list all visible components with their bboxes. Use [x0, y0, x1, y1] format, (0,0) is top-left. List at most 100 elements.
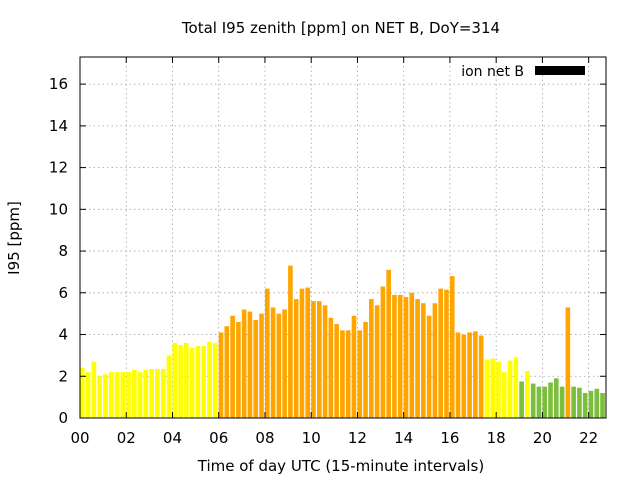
- bar: [571, 386, 576, 418]
- y-tick-label: 2: [58, 367, 68, 385]
- x-tick-label: 20: [533, 429, 552, 447]
- bar: [438, 288, 443, 418]
- y-tick-label: 12: [49, 159, 68, 177]
- y-tick-label: 16: [49, 75, 68, 93]
- x-tick-label: 22: [579, 429, 598, 447]
- bar: [380, 286, 386, 418]
- bar: [536, 386, 542, 418]
- bar: [334, 324, 339, 418]
- y-tick-label: 0: [58, 409, 68, 427]
- x-tick-label: 16: [440, 429, 459, 447]
- bar: [478, 335, 484, 418]
- bar: [195, 346, 201, 418]
- bar: [577, 387, 582, 418]
- bar: [461, 334, 467, 418]
- bar: [582, 392, 588, 418]
- bar: [201, 346, 207, 418]
- bars: [80, 265, 605, 418]
- x-tick-label: 18: [487, 429, 506, 447]
- bar: [426, 315, 432, 418]
- bar: [565, 307, 571, 418]
- bar: [172, 342, 178, 418]
- bar: [305, 287, 311, 418]
- bar: [340, 330, 345, 418]
- y-tick-label: 4: [58, 326, 68, 344]
- bar: [108, 372, 114, 418]
- bar: [501, 372, 507, 418]
- y-tick-label: 6: [58, 284, 68, 302]
- y-axis-label: I95 [ppm]: [5, 201, 23, 275]
- bar: [155, 368, 160, 418]
- bar: [594, 388, 600, 418]
- bar: [588, 390, 594, 418]
- plot-frame: [79, 56, 607, 419]
- bar: [166, 355, 172, 418]
- bar: [160, 368, 166, 418]
- x-tick-label: 04: [163, 429, 182, 447]
- bar: [120, 372, 126, 418]
- y-tick-label: 14: [49, 117, 68, 135]
- bar: [103, 374, 108, 418]
- bar: [97, 376, 102, 418]
- bar: [559, 386, 565, 418]
- bar: [513, 357, 519, 418]
- bar: [374, 305, 380, 418]
- bar: [299, 288, 305, 418]
- bar: [484, 359, 490, 418]
- bar: [432, 303, 438, 418]
- bar: [600, 392, 605, 418]
- bar: [363, 322, 368, 418]
- bar: [553, 378, 559, 418]
- bar: [415, 299, 420, 418]
- bar: [490, 358, 496, 418]
- bar: [282, 309, 287, 418]
- bar: [525, 371, 530, 418]
- bar: [91, 361, 97, 418]
- bar: [397, 294, 403, 418]
- bar: [507, 360, 513, 418]
- bar: [369, 299, 374, 418]
- bar: [444, 289, 449, 418]
- bar: [288, 265, 293, 418]
- x-tick-label: 06: [209, 429, 228, 447]
- bar: [519, 381, 524, 418]
- x-tick-label: 00: [70, 429, 89, 447]
- x-tick-label: 14: [394, 429, 413, 447]
- bar: [328, 317, 334, 418]
- bar: [409, 292, 415, 418]
- bar: [236, 322, 241, 418]
- bar: [322, 305, 328, 418]
- bar: [189, 348, 195, 418]
- bar: [542, 386, 548, 418]
- bar: [178, 344, 183, 418]
- grid: [80, 57, 606, 418]
- bar: [392, 294, 397, 418]
- bar: [253, 319, 259, 418]
- bar: [132, 370, 137, 418]
- bar: [212, 342, 218, 418]
- bar: [230, 315, 235, 418]
- y-tick-label: 8: [58, 242, 68, 260]
- bar: [530, 383, 536, 418]
- bar: [455, 332, 461, 418]
- bar: [548, 382, 553, 418]
- bar: [264, 288, 270, 418]
- bar: [276, 313, 282, 418]
- bar: [316, 301, 322, 418]
- bar: [149, 368, 154, 418]
- chart-title: Total I95 zenith [ppm] on NET B, DoY=314: [181, 19, 500, 37]
- bar: [311, 301, 316, 418]
- bar: [403, 296, 409, 418]
- bar: [467, 332, 472, 418]
- bar: [259, 313, 264, 418]
- bar: [386, 269, 391, 418]
- bar: [184, 342, 189, 418]
- legend: ion net B: [461, 64, 585, 80]
- x-tick-label: 02: [117, 429, 136, 447]
- bar: [421, 303, 426, 418]
- bar: [224, 326, 230, 418]
- bar: [473, 331, 478, 418]
- bar: [241, 309, 247, 418]
- x-tick-label: 10: [302, 429, 321, 447]
- bar: [207, 341, 212, 418]
